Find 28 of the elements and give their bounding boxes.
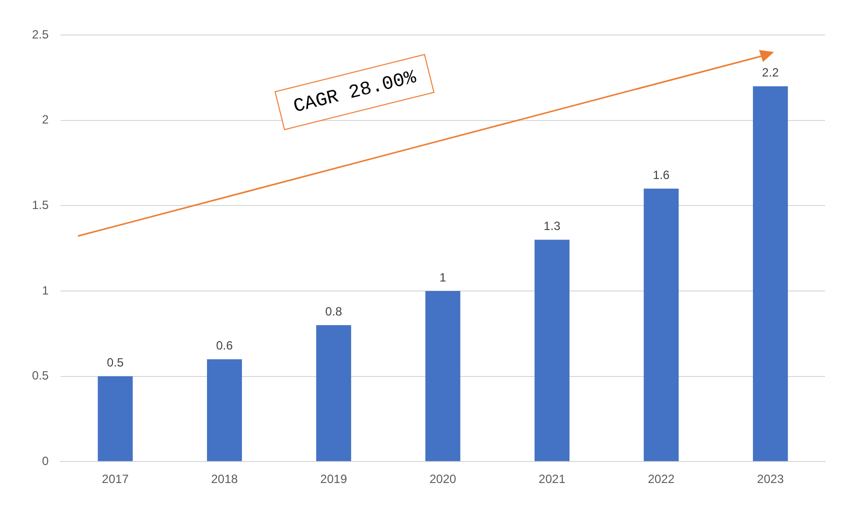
bar — [316, 325, 352, 462]
data-label: 0.5 — [106, 356, 124, 370]
y-tick-label: 1.5 — [32, 198, 49, 212]
y-tick-label: 0.5 — [32, 368, 49, 383]
y-tick-label: 2.5 — [32, 27, 49, 42]
x-tick-label: 2019 — [320, 472, 348, 486]
x-tick-label: 2018 — [211, 472, 238, 486]
bar — [752, 86, 788, 462]
data-label: 1 — [439, 270, 446, 284]
data-label: 1.3 — [544, 219, 561, 234]
bar — [206, 359, 242, 462]
x-tick-label: 2021 — [538, 472, 566, 486]
bar — [534, 240, 570, 462]
x-tick-label: 2023 — [757, 472, 784, 486]
data-label: 0.6 — [216, 338, 234, 353]
y-tick-label: 1 — [42, 283, 49, 298]
data-label: 1.6 — [652, 168, 670, 182]
x-tick-label: 2022 — [648, 472, 675, 486]
bar — [98, 376, 133, 462]
annotation: CAGR 28.00% — [274, 54, 435, 130]
data-label: 0.8 — [325, 304, 342, 318]
data-label: 2.2 — [762, 66, 780, 80]
y-tick-label: 0 — [42, 454, 49, 468]
x-tick-label: 2017 — [102, 472, 129, 486]
y-tick-label: 2 — [42, 112, 49, 127]
bar — [425, 290, 460, 462]
x-tick-label: 2020 — [429, 472, 457, 486]
bar — [644, 188, 679, 462]
